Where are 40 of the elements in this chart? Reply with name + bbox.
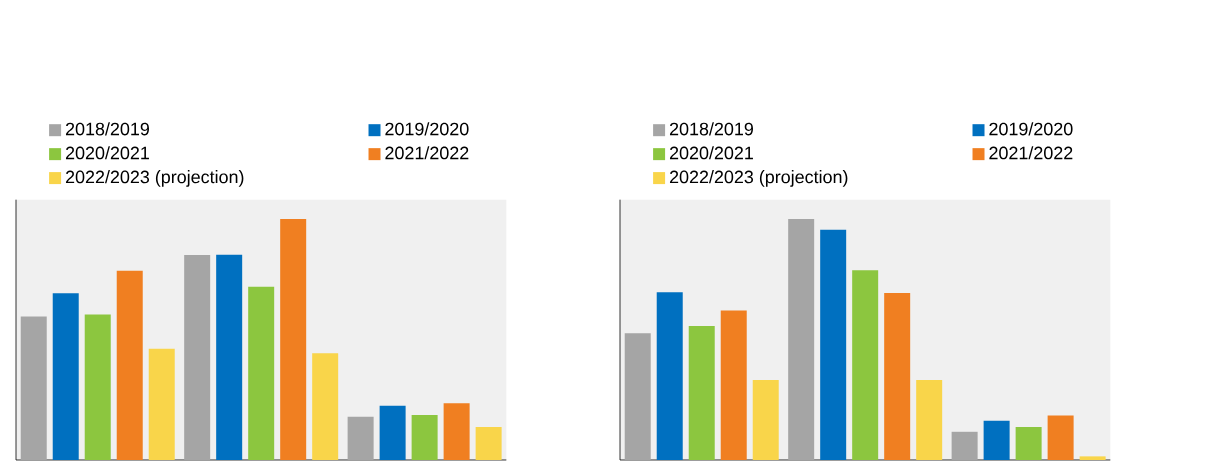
bar — [184, 255, 211, 461]
legend-label: 2018/2019 — [669, 122, 753, 136]
bar — [443, 403, 470, 461]
legend-label: 2019/2020 — [385, 122, 469, 136]
bar — [951, 431, 978, 461]
bar — [788, 219, 815, 461]
bar — [656, 292, 683, 461]
legend-label: 2022/2023 (projection) — [65, 170, 244, 187]
bar — [411, 415, 438, 461]
bar — [688, 326, 715, 461]
bar — [983, 420, 1010, 461]
bar — [116, 270, 143, 461]
bar — [475, 427, 502, 461]
bar — [216, 255, 243, 461]
bar — [916, 380, 943, 461]
bar — [624, 333, 651, 461]
legend-label: 2020/2021 — [65, 146, 149, 160]
bar — [248, 286, 275, 461]
bar — [852, 270, 879, 461]
legend-label: 2018/2019 — [65, 122, 149, 136]
bar — [20, 316, 47, 461]
bar — [820, 229, 847, 461]
bar — [84, 314, 111, 461]
bar — [379, 405, 406, 461]
legend-label: 2019/2020 — [989, 122, 1073, 136]
legend-label: 2021/2022 — [989, 146, 1073, 160]
bar — [884, 293, 911, 461]
legend-label: 2022/2023 (projection) — [669, 170, 848, 187]
bar — [52, 293, 79, 461]
bar — [1015, 427, 1042, 461]
bar — [148, 349, 175, 461]
bar — [347, 417, 374, 461]
bar — [280, 219, 307, 461]
bar — [752, 380, 779, 461]
legend-label: 2020/2021 — [669, 146, 753, 160]
bar — [1047, 415, 1074, 461]
bar — [1079, 456, 1106, 461]
legend-label: 2021/2022 — [385, 146, 469, 160]
bar — [720, 310, 747, 461]
bar — [312, 353, 339, 461]
